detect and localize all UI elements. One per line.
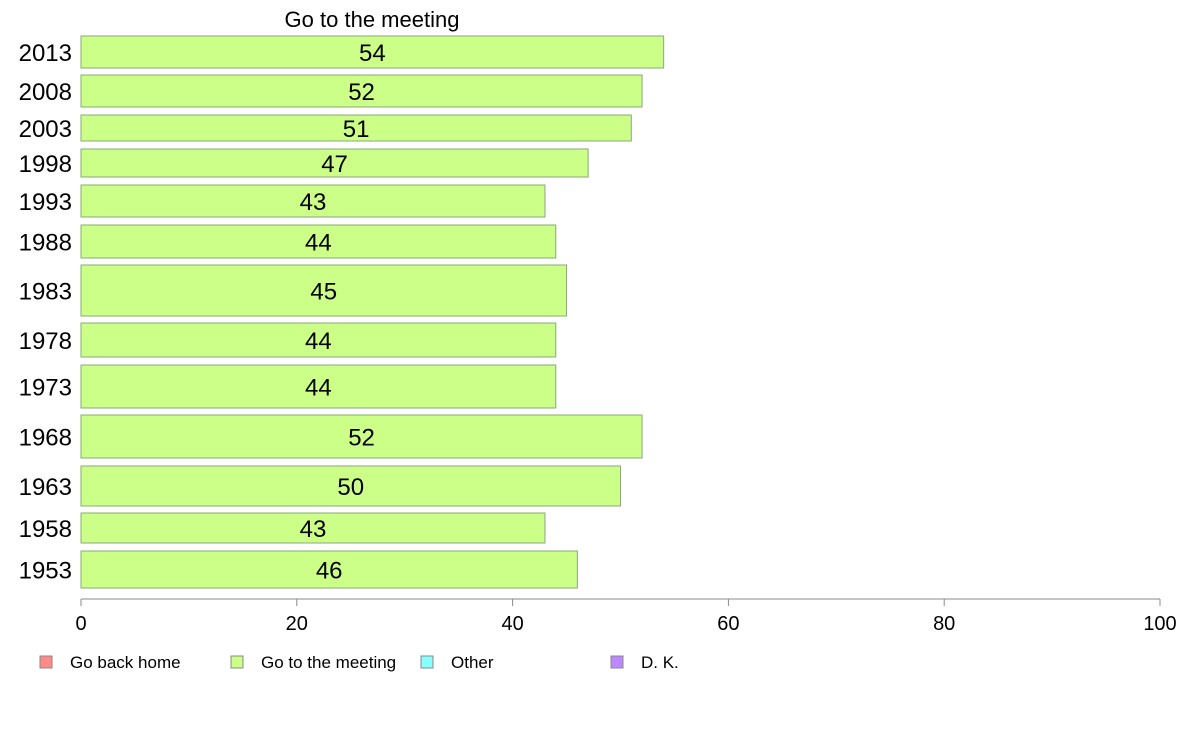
legend-label-go-to-the-meeting: Go to the meeting: [261, 653, 396, 672]
value-label-1953: 46: [316, 558, 343, 585]
bar-2003: [80, 114, 632, 142]
x-tick-label-0: 0: [75, 613, 86, 635]
year-label-1973: 1973: [19, 375, 72, 402]
legend-label-go-back-home: Go back home: [70, 653, 181, 672]
bar-1968: [80, 414, 643, 459]
value-label-1998: 47: [321, 151, 348, 178]
bar-2008: [80, 74, 643, 108]
x-tick-label-80: 80: [933, 613, 955, 635]
year-label-1988: 1988: [19, 230, 72, 257]
bars-group: 2013 54 2008 52 2003 51 1998 47 1993 43 1988 44 1983…: [19, 35, 665, 589]
bar-1953: [80, 550, 578, 589]
x-tick-label-60: 60: [717, 613, 739, 635]
chart-title: Go to the meeting: [285, 7, 460, 32]
bar-1973: [80, 364, 557, 409]
legend-swatch-go-to-the-meeting: [230, 655, 244, 669]
legend: Go back home Go to the meeting Other D. K.: [39, 653, 679, 672]
value-label-1983: 45: [310, 279, 337, 306]
bar-2013: [80, 35, 665, 69]
legend-label-d-k: D. K.: [641, 653, 679, 672]
value-label-1988: 44: [305, 230, 332, 257]
bar-1988: [80, 224, 557, 259]
year-label-1963: 1963: [19, 474, 72, 501]
value-label-2013: 54: [359, 40, 386, 67]
year-label-2013: 2013: [19, 40, 72, 67]
x-tick-label-20: 20: [286, 613, 308, 635]
year-label-1968: 1968: [19, 425, 72, 452]
year-label-1978: 1978: [19, 328, 72, 355]
bar-1958: [80, 512, 546, 544]
x-tick-label-100: 100: [1143, 613, 1176, 635]
value-label-1993: 43: [300, 189, 327, 216]
value-label-1963: 50: [337, 474, 364, 501]
year-label-1993: 1993: [19, 189, 72, 216]
legend-swatch-other: [420, 655, 434, 669]
bar-1983: [80, 264, 568, 317]
bar-1963: [80, 465, 621, 507]
value-label-2003: 51: [343, 116, 370, 143]
year-label-2008: 2008: [19, 79, 72, 106]
value-label-1978: 44: [305, 328, 332, 355]
value-label-1973: 44: [305, 375, 332, 402]
legend-label-other: Other: [451, 653, 494, 672]
value-label-1968: 52: [348, 425, 375, 452]
year-label-1983: 1983: [19, 279, 72, 306]
legend-swatch-go-back-home: [39, 655, 53, 669]
value-label-1958: 43: [300, 516, 327, 543]
year-label-1998: 1998: [19, 151, 72, 178]
bar-1978: [80, 322, 557, 358]
bar-1998: [80, 148, 589, 178]
x-tick-label-40: 40: [501, 613, 523, 635]
value-label-2008: 52: [348, 79, 375, 106]
bar-1993: [80, 184, 546, 218]
legend-swatch-d-k: [610, 655, 624, 669]
x-axis: 0 20 40 60 80 100: [75, 598, 1177, 635]
year-label-2003: 2003: [19, 116, 72, 143]
year-label-1953: 1953: [19, 558, 72, 585]
year-label-1958: 1958: [19, 516, 72, 543]
